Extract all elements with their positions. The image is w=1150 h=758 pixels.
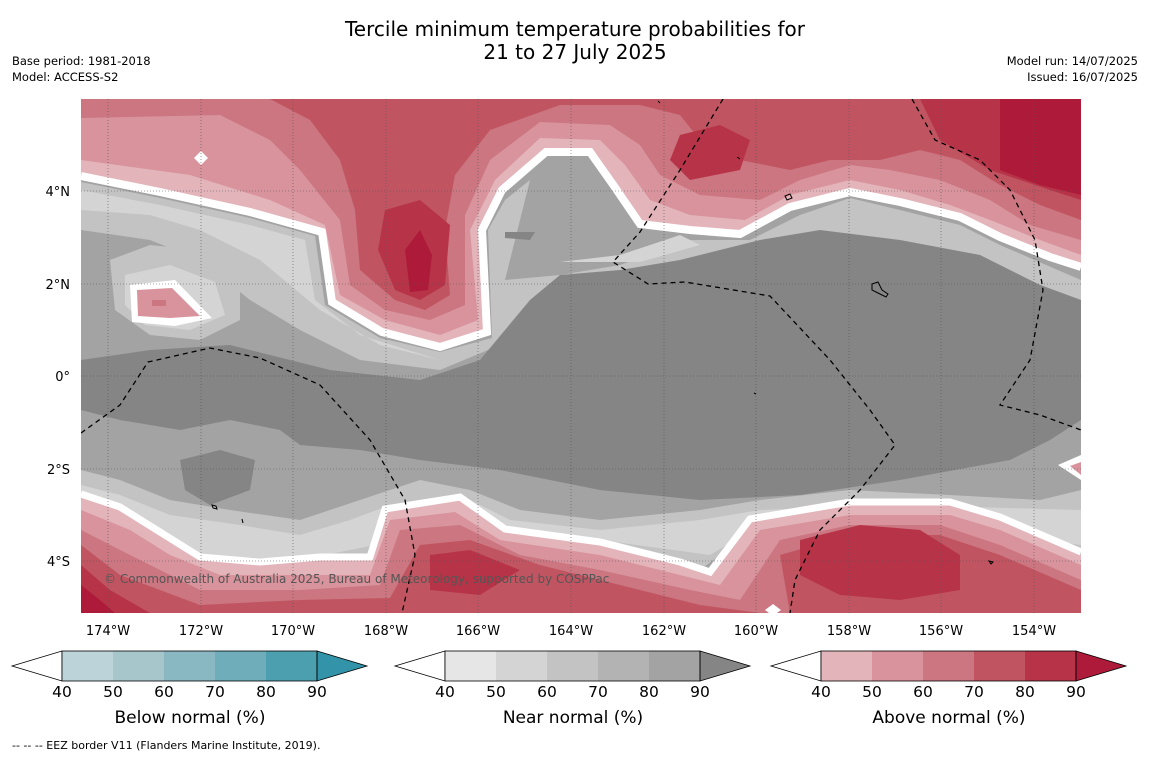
lon-axis-labels: 174°W 172°W 170°W 168°W 166°W 164°W 162°… [86,624,1056,639]
colorbar-below-seg-5 [266,651,317,681]
lon-label-158w: 158°W [827,624,871,639]
tick-above-60: 60 [913,683,933,701]
lon-label-162w: 162°W [642,624,686,639]
east-white-notch [1058,455,1081,480]
lat-label-0: 0° [55,370,70,385]
colorbar-above-seg-3 [923,651,974,681]
colorbar-above-seg-2 [872,651,923,681]
lon-label-170w: 170°W [271,624,315,639]
lon-label-174w: 174°W [86,624,130,639]
tick-near-70: 70 [588,683,608,701]
page-title: Tercile minimum temperature probabilitie… [0,18,1150,64]
colorbar-above-seg-4 [974,651,1025,681]
near-normal-core-patch [180,232,535,505]
north-near-lighter [81,190,700,360]
tick-above-80: 80 [1015,683,1035,701]
tick-above-90: 90 [1066,683,1086,701]
lon-label-156w: 156°W [919,624,963,639]
tick-below-70: 70 [205,683,225,701]
tick-below-60: 60 [154,683,174,701]
colorbar-below [10,650,369,682]
tick-above-40: 40 [811,683,831,701]
meta-left: Base period: 1981-2018 Model: ACCESS-S2 [12,53,151,85]
north-above-80 [81,99,1081,310]
tick-below-80: 80 [256,683,276,701]
south-above-max [81,585,115,613]
south-white-spot [765,604,781,613]
colorbar-below-seg-3 [164,651,215,681]
colorbar-above-lower-arrow [769,650,822,682]
colorbar-below-upper-arrow [316,650,369,682]
title-line-2: 21 to 27 July 2025 [483,40,667,64]
colorbar-near-seg-4 [598,651,649,681]
eez-footnote: -- -- -- EEZ border V11 (Flanders Marine… [12,739,321,752]
issued-date: Issued: 16/07/2025 [1027,70,1138,84]
tick-near-90: 90 [690,683,710,701]
islands [211,100,994,565]
east-above-notch [1070,462,1081,475]
south-near-lighter [81,485,1081,560]
colorbar-below-seg-2 [113,651,164,681]
tick-above-70: 70 [964,683,984,701]
north-white-diamond [194,151,208,165]
lat-label-2s: 2°S [47,463,70,478]
near-normal-core [81,230,1081,500]
north-threshold-line [81,148,1081,352]
colorbar-below-seg-4 [215,651,266,681]
lon-label-160w: 160°W [734,624,778,639]
colorbar-above-upper-arrow [1075,650,1128,682]
model-run: Model run: 14/07/2025 [1006,54,1138,68]
tick-below-50: 50 [103,683,123,701]
south-threshold-line [81,490,1081,577]
west-above-spot-center [152,300,166,306]
west-above-spot [137,288,200,318]
colorbar-near [393,650,752,682]
tick-near-80: 80 [639,683,659,701]
map-field [81,99,1081,613]
probability-map: 174°W 172°W 170°W 168°W 166°W 164°W 162°… [46,99,1081,639]
lat-label-4n: 4°N [46,185,71,200]
tick-near-50: 50 [486,683,506,701]
model-name: Model: ACCESS-S2 [12,70,119,84]
lat-axis-labels: 4°N 2°N 0° 2°S 4°S [46,185,71,570]
colorbar-above [769,650,1128,682]
colorbar-near-upper-arrow [699,650,752,682]
colorbar-near-seg-1 [445,651,496,681]
colorbar-near-label: Near normal (%) [502,708,644,728]
colorbar-near-seg-3 [547,651,598,681]
tick-below-40: 40 [52,683,72,701]
colorbar-above-seg-1 [821,651,872,681]
lon-label-166w: 166°W [456,624,500,639]
colorbar-near-seg-2 [496,651,547,681]
north-above-max [405,99,1081,292]
colorbar-below-seg-1 [62,651,113,681]
lat-label-2n: 2°N [46,278,71,293]
eez-borders [81,99,1081,613]
lon-label-172w: 172°W [179,624,223,639]
tick-above-50: 50 [862,683,882,701]
colorbar-below-label: Below normal (%) [114,708,266,728]
lon-label-164w: 164°W [549,624,593,639]
base-period: Base period: 1981-2018 [12,54,151,68]
colorbar-near-lower-arrow [393,650,446,682]
meta-right: Model run: 14/07/2025 Issued: 16/07/2025 [1007,53,1138,85]
lon-label-154w: 154°W [1012,624,1056,639]
south-above-90 [81,525,960,613]
tick-below-90: 90 [307,683,327,701]
colorbar-near-seg-5 [649,651,700,681]
tick-near-40: 40 [435,683,455,701]
colorbar-above-seg-5 [1025,651,1076,681]
colorbar-above-label: Above normal (%) [872,708,1026,728]
lon-label-168w: 168°W [364,624,408,639]
colorbar-below-lower-arrow [10,650,63,682]
title-line-1: Tercile minimum temperature probabilitie… [344,17,806,41]
copyright-notice: © Commonwealth of Australia 2025, Bureau… [104,572,610,586]
tick-near-60: 60 [537,683,557,701]
lat-label-4s: 4°S [47,555,70,570]
